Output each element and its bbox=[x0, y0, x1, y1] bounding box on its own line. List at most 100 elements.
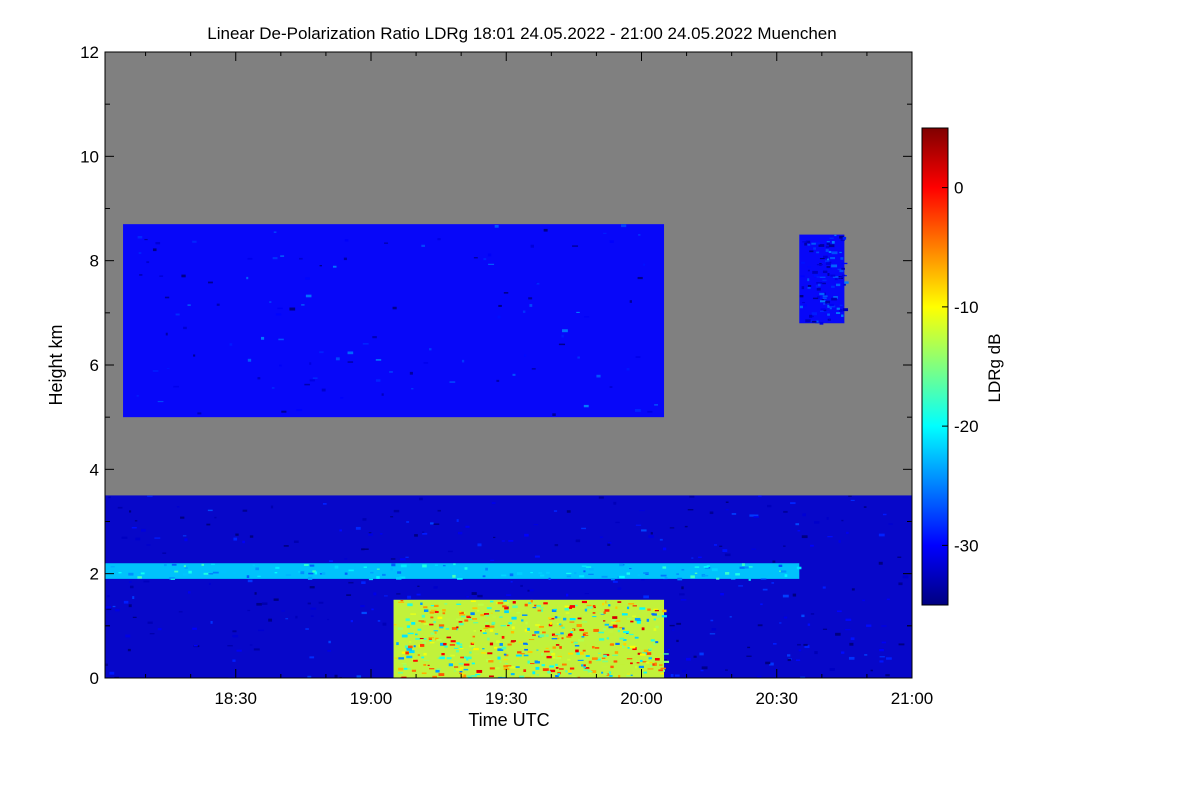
texture-cell bbox=[626, 674, 631, 677]
texture-cell bbox=[629, 633, 634, 636]
texture-cell bbox=[442, 612, 446, 615]
texture-cell bbox=[540, 607, 544, 609]
texture-cell bbox=[516, 658, 519, 660]
texture-cell bbox=[453, 563, 456, 566]
texture-cell bbox=[603, 232, 607, 234]
texture-cell bbox=[540, 574, 545, 577]
texture-cell bbox=[800, 261, 805, 264]
texture-cell bbox=[361, 548, 365, 551]
texture-cell bbox=[647, 410, 653, 413]
texture-cell bbox=[655, 641, 659, 644]
texture-cell bbox=[850, 499, 855, 501]
texture-cell bbox=[551, 609, 557, 613]
texture-cell bbox=[771, 582, 775, 584]
texture-cell bbox=[870, 669, 873, 672]
texture-cell bbox=[636, 620, 641, 624]
texture-cell bbox=[118, 571, 122, 574]
texture-cell bbox=[174, 570, 179, 573]
texture-cell bbox=[822, 282, 826, 285]
texture-cell bbox=[566, 575, 571, 578]
texture-cell bbox=[603, 628, 607, 631]
texture-cell bbox=[623, 642, 627, 646]
texture-cell bbox=[459, 573, 462, 576]
texture-cell bbox=[829, 667, 835, 671]
texture-cell bbox=[816, 251, 820, 254]
texture-cell bbox=[676, 622, 682, 625]
texture-cell bbox=[464, 619, 469, 622]
texture-cell bbox=[452, 574, 456, 578]
texture-cell bbox=[132, 596, 135, 600]
texture-cell bbox=[471, 662, 475, 665]
texture-cell bbox=[257, 377, 261, 380]
texture-cell bbox=[134, 520, 138, 522]
texture-cell bbox=[472, 607, 478, 610]
texture-cell bbox=[487, 253, 492, 257]
texture-cell bbox=[343, 257, 347, 261]
texture-cell bbox=[567, 658, 571, 661]
texture-cell bbox=[289, 307, 296, 311]
texture-cell bbox=[599, 612, 604, 614]
texture-cell bbox=[508, 622, 513, 625]
texture-cell bbox=[475, 673, 481, 676]
texture-cell bbox=[408, 645, 413, 649]
texture-cell bbox=[363, 548, 369, 550]
texture-cell bbox=[344, 558, 348, 560]
texture-cell bbox=[140, 572, 145, 575]
texture-cell bbox=[655, 625, 659, 629]
texture-cell bbox=[547, 670, 551, 674]
texture-cell bbox=[503, 600, 507, 602]
texture-cell bbox=[411, 669, 417, 672]
texture-cell bbox=[486, 607, 492, 610]
texture-cell bbox=[757, 624, 763, 627]
texture-cell bbox=[838, 540, 841, 543]
texture-cell bbox=[583, 632, 588, 635]
texture-cell bbox=[820, 296, 823, 298]
texture-cell bbox=[897, 556, 902, 558]
texture-cell bbox=[839, 251, 842, 254]
texture-cell bbox=[642, 661, 647, 663]
texture-cell bbox=[829, 307, 832, 310]
texture-cell bbox=[611, 621, 616, 624]
colorbar-label: LDRg dB bbox=[985, 334, 1004, 403]
texture-cell bbox=[159, 275, 164, 277]
texture-cell bbox=[879, 648, 884, 652]
texture-cell bbox=[531, 676, 534, 678]
texture-cell bbox=[396, 577, 402, 580]
texture-cell bbox=[542, 631, 546, 634]
texture-cell bbox=[459, 623, 464, 626]
texture-cell bbox=[433, 523, 440, 525]
texture-cell bbox=[587, 670, 593, 673]
texture-cell bbox=[515, 654, 522, 657]
texture-cell bbox=[376, 576, 380, 579]
texture-cell bbox=[434, 564, 438, 566]
texture-cell bbox=[549, 621, 552, 625]
texture-cell bbox=[394, 657, 401, 659]
texture-cell bbox=[609, 644, 614, 646]
texture-cell bbox=[816, 320, 819, 323]
texture-cell bbox=[278, 338, 284, 341]
texture-cell bbox=[598, 496, 604, 499]
y-tick-label: 4 bbox=[90, 460, 99, 479]
texture-cell bbox=[482, 632, 487, 634]
texture-cell bbox=[451, 571, 456, 574]
texture-cell bbox=[188, 570, 192, 574]
texture-cell bbox=[693, 655, 697, 658]
texture-cell bbox=[524, 603, 528, 607]
texture-cell bbox=[422, 532, 428, 535]
texture-cell bbox=[390, 567, 393, 571]
texture-cell bbox=[585, 654, 590, 657]
texture-cell bbox=[401, 634, 408, 638]
texture-cell bbox=[687, 509, 694, 511]
texture-cell bbox=[654, 658, 660, 661]
texture-cell bbox=[490, 559, 495, 561]
texture-cell bbox=[511, 616, 517, 620]
texture-cell bbox=[377, 620, 381, 622]
texture-cell bbox=[397, 571, 402, 574]
texture-cell bbox=[193, 644, 198, 647]
texture-cell bbox=[826, 517, 829, 520]
texture-cell bbox=[437, 616, 443, 619]
texture-cell bbox=[554, 544, 559, 547]
texture-cell bbox=[772, 560, 776, 563]
texture-cell bbox=[569, 618, 576, 621]
texture-cell bbox=[173, 385, 179, 388]
